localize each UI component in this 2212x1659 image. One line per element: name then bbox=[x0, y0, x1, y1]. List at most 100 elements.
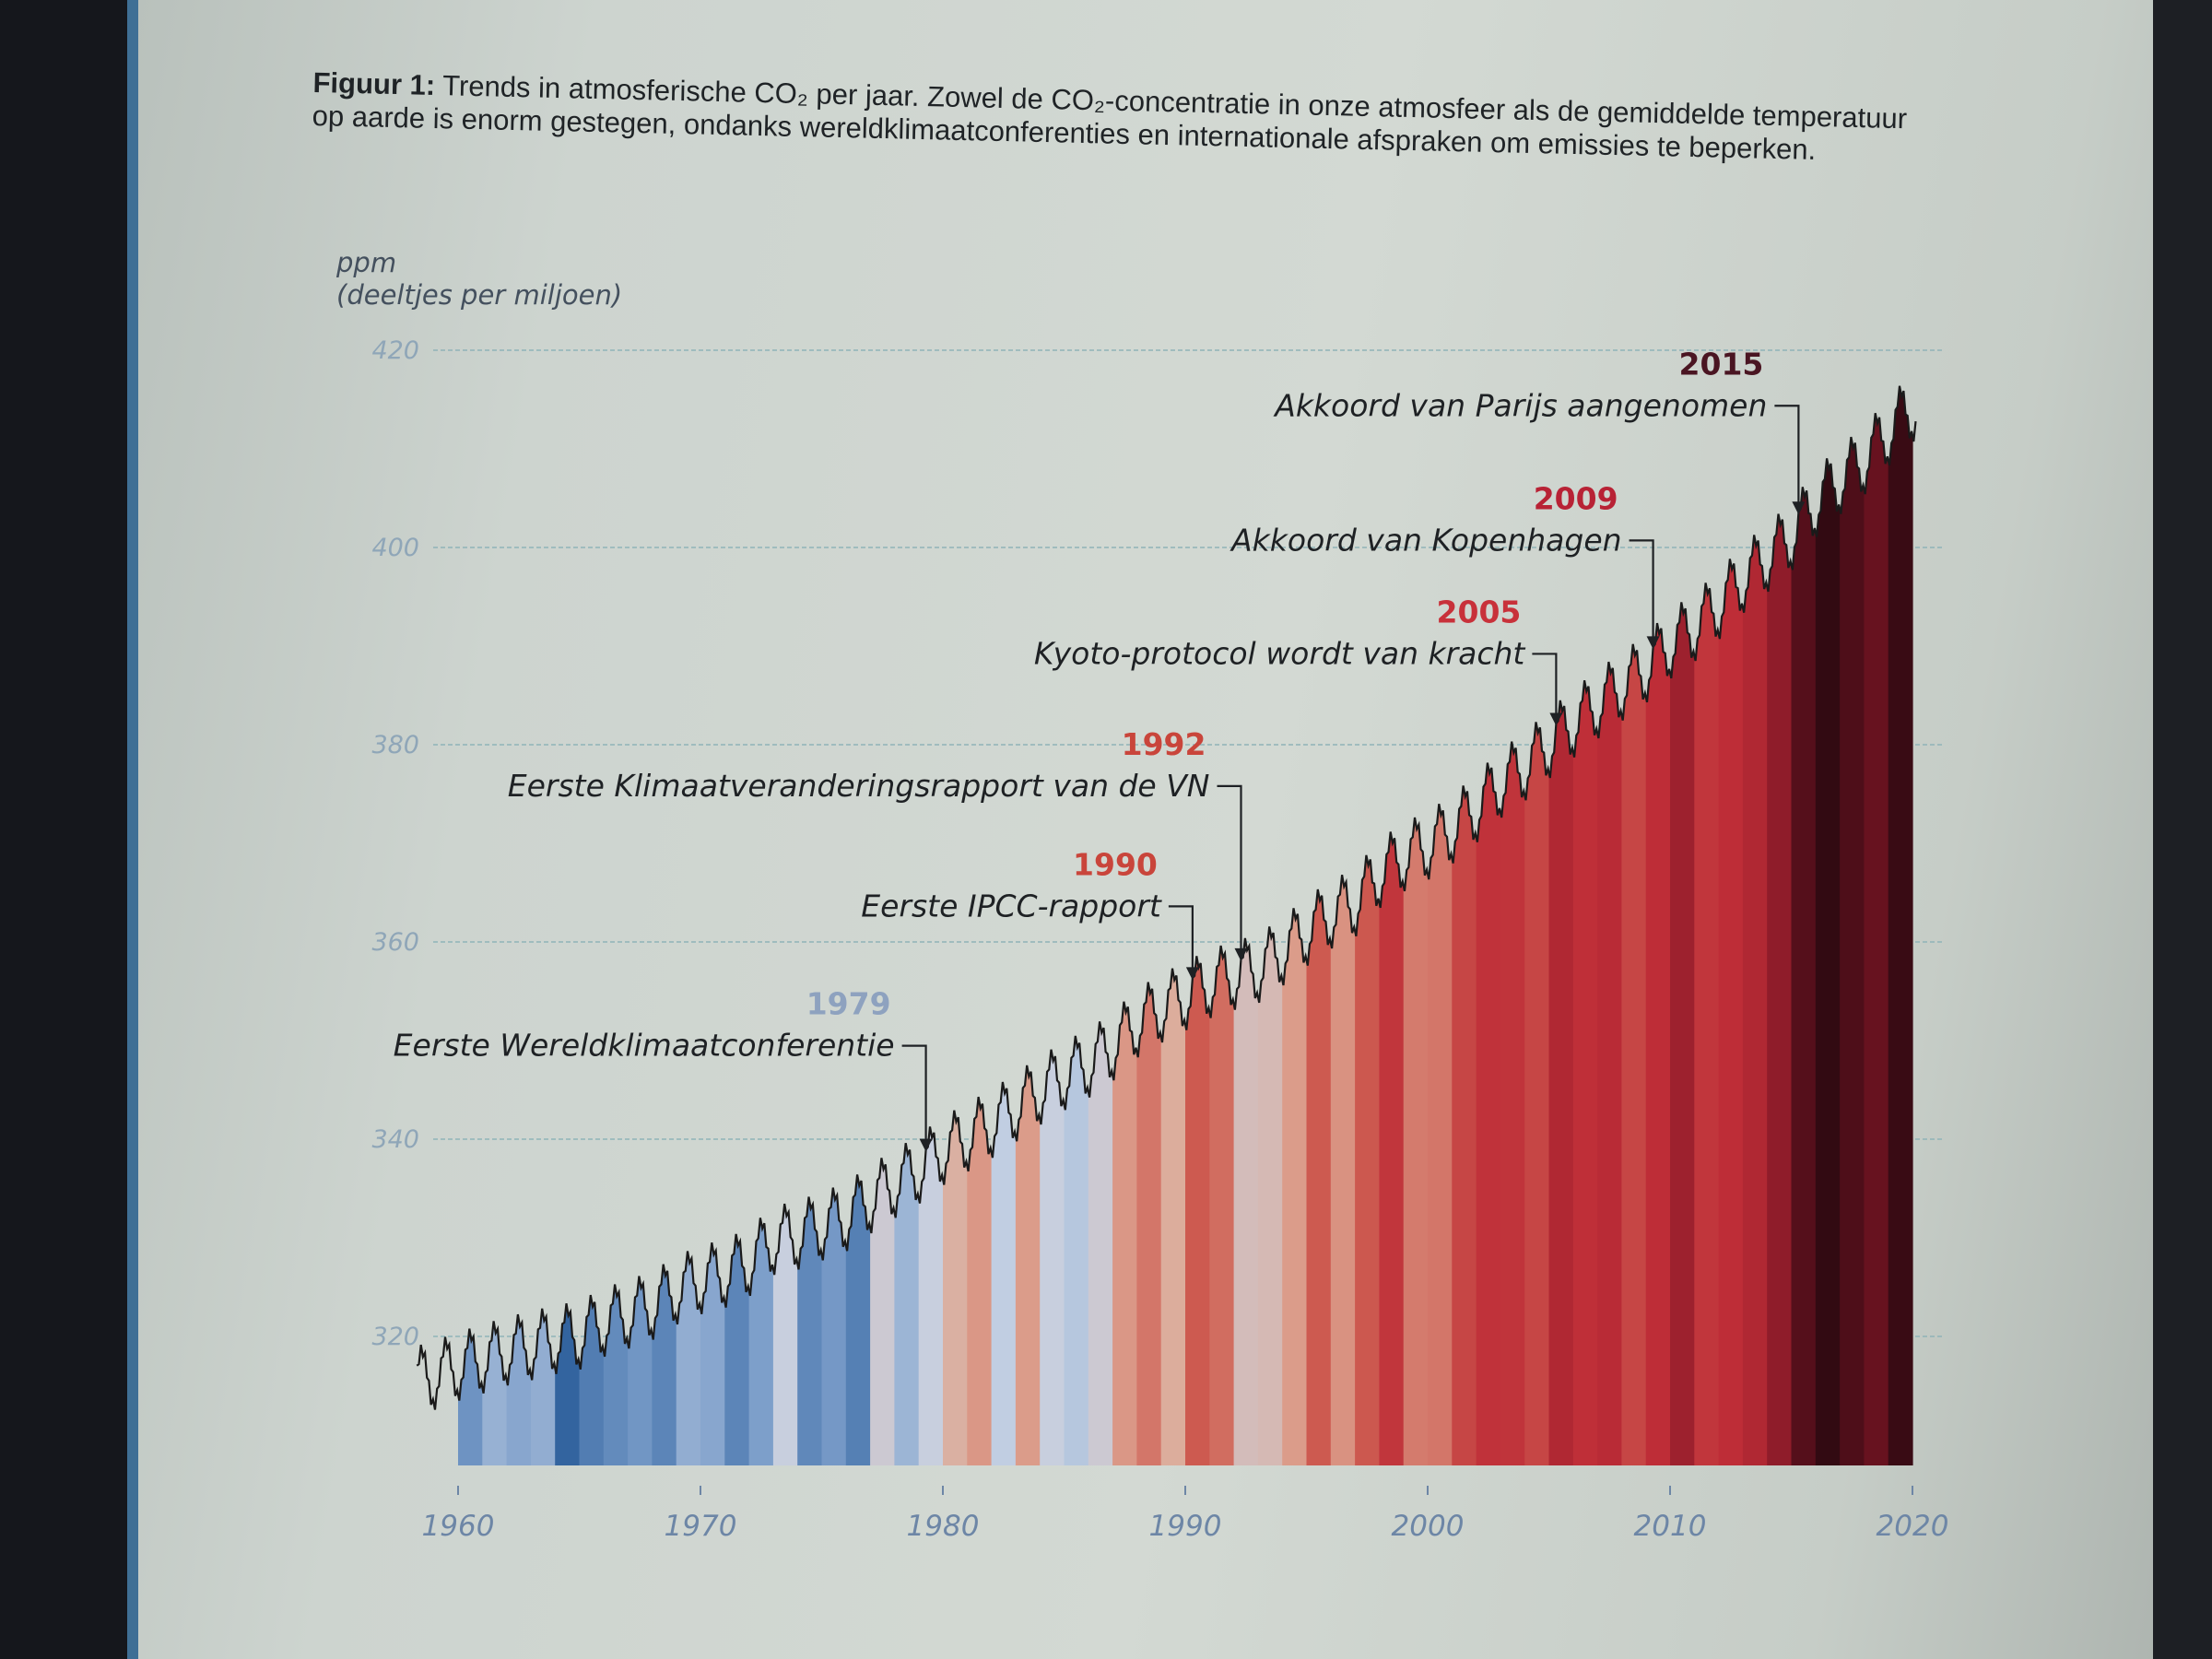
annotation-text: Kyoto-protocol wordt van kracht bbox=[1034, 635, 1526, 671]
temperature-stripe-2007 bbox=[1597, 385, 1622, 1465]
temperature-stripe-1975 bbox=[821, 385, 847, 1465]
annotation-leader-line bbox=[1774, 405, 1800, 513]
temperature-stripe-2002 bbox=[1476, 385, 1501, 1465]
temperature-stripe-2003 bbox=[1500, 385, 1525, 1465]
temperature-stripe-1997 bbox=[1355, 385, 1380, 1465]
temperature-stripe-2015 bbox=[1791, 385, 1817, 1465]
y-axis-label-unit: ppm bbox=[335, 247, 396, 278]
x-tick-label: 1990 bbox=[1149, 1510, 1222, 1543]
temperature-stripe-2017 bbox=[1840, 385, 1865, 1465]
temperature-stripe-1983 bbox=[1015, 385, 1041, 1465]
temperature-stripe-1992 bbox=[1233, 385, 1259, 1465]
temperature-stripe-1976 bbox=[845, 385, 871, 1465]
annotation-leader-line bbox=[1168, 905, 1194, 979]
annotation-leader-line bbox=[1532, 653, 1558, 724]
temperature-stripe-2019 bbox=[1888, 385, 1913, 1465]
annotation-text: Eerste Wereldklimaatconferentie bbox=[394, 1028, 895, 1064]
annotation-leader-line bbox=[1217, 784, 1242, 959]
annotation-leader-line bbox=[1629, 539, 1654, 648]
x-tick-label: 2010 bbox=[1634, 1510, 1707, 1543]
annotation-year: 2009 bbox=[1534, 480, 1618, 516]
temperature-stripe-1979 bbox=[918, 385, 944, 1465]
arrow-down-icon bbox=[919, 1138, 933, 1152]
temperature-stripe-1993 bbox=[1257, 385, 1283, 1465]
temperature-stripe-1981 bbox=[967, 385, 993, 1465]
temperature-stripe-2014 bbox=[1767, 385, 1793, 1465]
annotation-2005: Kyoto-protocol wordt van kracht 2005 bbox=[1034, 594, 1563, 726]
annotation-2009: Akkoord van Kopenhagen 2009 bbox=[1230, 480, 1660, 650]
annotation-year: 1979 bbox=[806, 986, 891, 1022]
temperature-stripe-1972 bbox=[748, 385, 774, 1465]
arrow-down-icon bbox=[1185, 967, 1199, 981]
annotation-year: 2005 bbox=[1437, 594, 1522, 629]
temperature-stripe-1994 bbox=[1282, 385, 1308, 1465]
annotation-text: Akkoord van Parijs aangenomen bbox=[1273, 387, 1767, 423]
temperature-stripe-1963 bbox=[530, 385, 556, 1465]
y-tick-label: 380 bbox=[371, 731, 419, 759]
annotation-1992: Eerste Klimaatveranderingsrapport van de… bbox=[508, 726, 1248, 961]
annotation-leader-line bbox=[901, 1044, 927, 1150]
arrow-down-icon bbox=[1549, 712, 1563, 726]
y-axis-label-description: (deeltjes per miljoen) bbox=[336, 279, 622, 311]
temperature-stripe-2004 bbox=[1524, 385, 1550, 1465]
temperature-stripe-2009 bbox=[1645, 385, 1671, 1465]
temperature-stripe-1974 bbox=[797, 385, 823, 1465]
temperature-stripe-1962 bbox=[506, 385, 532, 1465]
annotation-text: Eerste IPCC-rapport bbox=[861, 888, 1162, 924]
temperature-stripe-2006 bbox=[1572, 385, 1598, 1465]
annotation-1979: Eerste Wereldklimaatconferentie 1979 bbox=[394, 986, 933, 1152]
temperature-stripe-1969 bbox=[676, 385, 701, 1465]
temperature-stripe-1995 bbox=[1306, 385, 1332, 1465]
temperature-stripe-2005 bbox=[1548, 385, 1574, 1465]
annotation-1990: Eerste IPCC-rapport 1990 bbox=[861, 846, 1199, 981]
x-tick-label: 2020 bbox=[1877, 1510, 1949, 1543]
arrow-down-icon bbox=[1234, 947, 1248, 961]
annotation-text: Eerste Klimaatveranderingsrapport van de… bbox=[508, 768, 1210, 804]
co2-curve bbox=[416, 385, 1917, 1410]
annotation-year: 2015 bbox=[1679, 346, 1764, 382]
temperature-stripe-2000 bbox=[1428, 385, 1453, 1465]
annotation-year: 1992 bbox=[1122, 726, 1206, 762]
temperature-stripe-2010 bbox=[1670, 385, 1695, 1465]
y-tick-label: 420 bbox=[371, 336, 419, 365]
temperature-stripe-1978 bbox=[894, 385, 920, 1465]
temperature-stripe-1973 bbox=[772, 385, 798, 1465]
temperature-stripe-1991 bbox=[1209, 385, 1235, 1465]
temperature-stripe-1961 bbox=[482, 385, 508, 1465]
temperature-stripe-2018 bbox=[1864, 385, 1889, 1465]
temperature-stripe-1984 bbox=[1040, 385, 1065, 1465]
temperature-stripe-1989 bbox=[1160, 385, 1186, 1465]
annotation-year: 1990 bbox=[1073, 846, 1158, 882]
temperature-stripe-1968 bbox=[652, 385, 677, 1465]
book-edge bbox=[127, 0, 138, 1659]
y-tick-label: 400 bbox=[371, 534, 419, 562]
temperature-stripe-1996 bbox=[1330, 385, 1356, 1465]
temperature-stripe-2013 bbox=[1742, 385, 1768, 1465]
temperature-stripe-1965 bbox=[579, 385, 605, 1465]
temperature-stripe-2016 bbox=[1815, 385, 1841, 1465]
x-tick-label: 1980 bbox=[907, 1510, 980, 1543]
x-tick-label: 1960 bbox=[422, 1510, 495, 1543]
temperature-stripe-2008 bbox=[1621, 385, 1647, 1465]
x-tick-label: 1970 bbox=[665, 1510, 737, 1543]
temperature-stripe-1980 bbox=[943, 385, 968, 1465]
annotation-text: Akkoord van Kopenhagen bbox=[1230, 522, 1621, 558]
temperature-stripe-1964 bbox=[555, 385, 581, 1465]
background-edge bbox=[2153, 0, 2212, 1659]
temperature-stripe-1960 bbox=[458, 385, 483, 1465]
temperature-stripe-1982 bbox=[991, 385, 1017, 1465]
temperature-stripe-1998 bbox=[1379, 385, 1405, 1465]
arrow-down-icon bbox=[1792, 501, 1806, 515]
x-tick-label: 2000 bbox=[1392, 1510, 1465, 1543]
temperature-stripe-2001 bbox=[1452, 385, 1477, 1465]
temperature-stripe-1977 bbox=[870, 385, 895, 1465]
annotation-2015: Akkoord van Parijs aangenomen 2015 bbox=[1273, 346, 1806, 515]
temperature-stripe-2011 bbox=[1694, 385, 1720, 1465]
arrow-down-icon bbox=[1646, 636, 1660, 650]
y-tick-label: 320 bbox=[371, 1323, 419, 1351]
y-tick-label: 360 bbox=[371, 928, 419, 957]
temperature-stripe-2012 bbox=[1718, 385, 1744, 1465]
y-tick-label: 340 bbox=[371, 1125, 419, 1154]
temperature-stripe-1990 bbox=[1185, 385, 1210, 1465]
